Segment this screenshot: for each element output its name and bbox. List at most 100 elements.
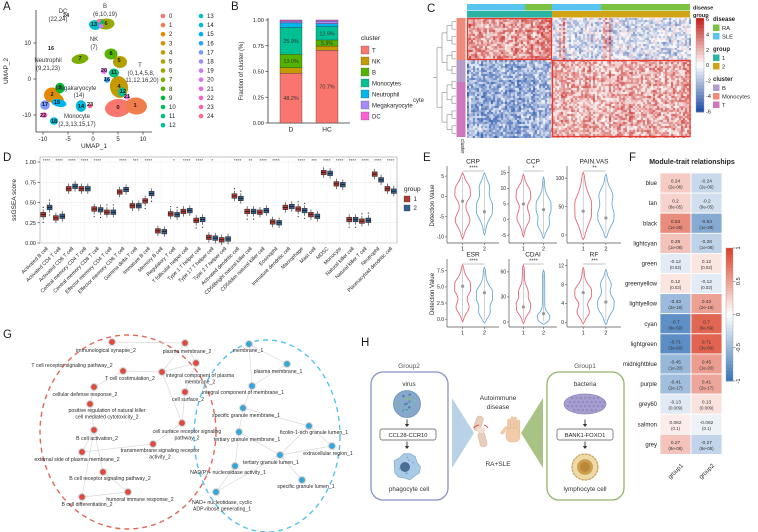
colorbar-step — [696, 71, 704, 76]
mt-pvalue: (8e-05) — [699, 205, 714, 210]
virus-spot — [404, 397, 408, 401]
mt-value: 0.71 — [702, 339, 712, 345]
network-edge — [248, 343, 253, 387]
network-edge — [161, 371, 183, 424]
cluster-legend-dot — [198, 13, 204, 19]
bacteria-bump — [596, 396, 600, 400]
outlier-dot — [144, 207, 146, 210]
significance-label: **** — [94, 158, 102, 164]
outlier-dot — [201, 226, 204, 228]
legend-label: DC — [372, 115, 381, 121]
cluster-legend-label: 21 — [207, 87, 214, 93]
cluster-legend-label: 10 — [169, 105, 176, 111]
colorbar-tick: 4 — [706, 32, 709, 38]
umap-cluster-blob — [75, 100, 87, 112]
plot-panel — [39, 156, 398, 244]
virus-spot — [402, 394, 405, 398]
bacteria-bump — [583, 404, 587, 408]
bacteria-bump — [588, 404, 591, 408]
cluster-legend-dot — [198, 95, 204, 101]
cluster-annotation: T — [138, 63, 142, 69]
cluster-annotation: (0,1,4,5,8, — [127, 71, 154, 77]
outlier-dot — [354, 226, 357, 228]
go-node-group2 — [78, 493, 86, 501]
cluster-legend-label: 0 — [169, 14, 173, 20]
gene-pair-box — [556, 428, 614, 441]
mt-pvalue: (9e-59) — [699, 325, 714, 330]
cluster-annotation: (7) — [90, 45, 97, 51]
colorbar-step — [726, 351, 733, 355]
module-label: black — [643, 221, 658, 227]
cluster-legend-label: 8 — [169, 87, 173, 93]
colorbar-step — [696, 81, 704, 86]
gene-pair-box — [379, 428, 437, 441]
panel-letter-g: G — [3, 329, 12, 341]
colorbar-step — [696, 58, 704, 63]
umap-cluster-blob — [49, 117, 59, 125]
panel-letter-c: C — [427, 3, 436, 15]
significance-label: **** — [361, 158, 369, 164]
cluster-legend-label: 14 — [207, 23, 214, 29]
mt-value: 0.12 — [671, 279, 681, 285]
go-node-group2 — [90, 383, 98, 391]
network-edge — [251, 363, 288, 387]
gene-pair-label-ccl28-ccr10: CCL28-CCR10 — [389, 433, 428, 439]
umap-cluster-blob — [55, 82, 65, 94]
legend-label: T — [372, 49, 376, 55]
x-tick-label: 10 — [140, 137, 147, 143]
go-node-group2 — [90, 426, 98, 434]
hand-palm — [505, 427, 521, 443]
significance-label: * — [532, 166, 535, 172]
virus-spot — [404, 409, 407, 413]
significance-label: **** — [119, 158, 127, 164]
cluster-annotation: Neutrophil — [34, 58, 61, 64]
violin-title: ESR — [466, 252, 480, 259]
violin-outline — [475, 171, 493, 237]
panel-c-heatmap-annotations: diseasegroup6420-2-4-6diseaseRASLEgroup1… — [413, 4, 750, 154]
cluster-legend-label: 17 — [207, 50, 214, 56]
violin-title: PAIN.VAS — [579, 159, 609, 166]
virus-spot — [411, 403, 414, 406]
colorbar-tick: 6 — [706, 17, 709, 23]
go-term-label: specific granule membrane_1 — [212, 413, 280, 419]
outlier-dot — [42, 206, 44, 208]
joint-inflammation-mark — [483, 424, 489, 429]
y-tick-label: 0 — [503, 320, 506, 326]
cluster-legend-dot — [198, 41, 204, 46]
flow-arrow-head — [582, 424, 588, 427]
violin-outline — [535, 175, 552, 240]
violin-mean-dot — [461, 199, 465, 203]
network-edge — [93, 429, 104, 473]
colorbar-tick: 0 — [706, 63, 709, 69]
cluster-annotation: Monocyte — [64, 114, 91, 120]
cluster-legend-dot — [198, 86, 204, 92]
significance-label: **** — [469, 259, 478, 265]
colorbar-step — [696, 91, 704, 96]
y-tick-label: 0 — [503, 217, 506, 223]
umap-cluster-blob — [125, 97, 147, 115]
network-edge — [111, 341, 186, 344]
cluster-annotation: DC — [59, 9, 68, 15]
mt-value: -0.41 — [670, 380, 681, 386]
go-node-group2 — [181, 388, 189, 396]
colorbar-step — [696, 48, 704, 52]
flow-arrow-head — [582, 446, 588, 449]
go-node-group2 — [178, 419, 186, 427]
go-node-group2 — [99, 468, 107, 476]
legend-label: SLE — [722, 35, 733, 41]
colorbar-step — [726, 367, 733, 372]
network-edge — [93, 370, 124, 388]
cluster-number: 16 — [104, 77, 110, 83]
mt-pvalue: (0.02) — [701, 285, 713, 290]
y-tick-label: 0.00 — [25, 241, 36, 247]
group1-title: Group1 — [574, 363, 596, 370]
significance-label: *** — [133, 158, 139, 164]
panel-h-schematic: Group2 virus CCL28-CCR10 phagocyte cell Auto… — [370, 363, 625, 501]
significance-label: **** — [234, 158, 242, 164]
cluster-annotation: (2,3,13,15,17) — [58, 122, 95, 128]
violin-outline — [515, 173, 532, 239]
colorbar-step — [726, 314, 733, 319]
mt-value: -0.082 — [700, 420, 714, 426]
y-tick-label: 7.5 — [437, 269, 444, 275]
colorbar-step — [726, 337, 733, 342]
